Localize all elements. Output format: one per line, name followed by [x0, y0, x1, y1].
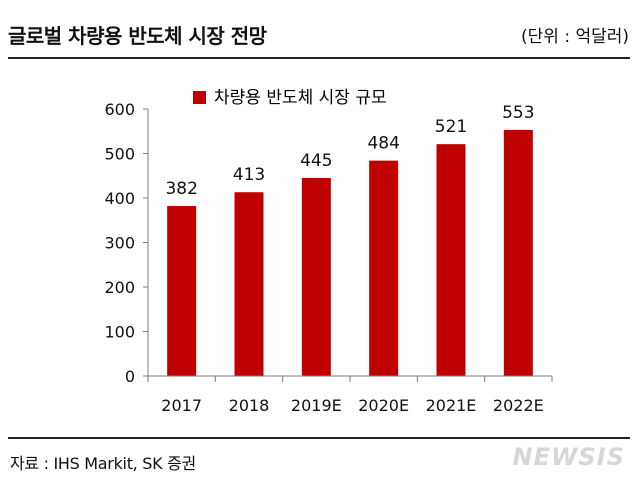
- bar: [234, 192, 264, 376]
- newsis-watermark: NEWSIS: [512, 443, 625, 471]
- y-tick-label: 500: [104, 145, 135, 164]
- top-divider: [8, 57, 630, 59]
- unit-label: (단위 : 억달러): [521, 27, 629, 47]
- bar: [503, 129, 533, 376]
- y-tick-label: 0: [125, 367, 135, 386]
- data-labels: 382 413 445 484 521 553: [165, 103, 534, 199]
- x-tick-label: 2020E: [358, 396, 409, 415]
- y-tick-label: 200: [104, 278, 135, 297]
- x-axis: 2017 2018 2019E 2020E 2021E 2022E: [147, 375, 553, 415]
- bars: [167, 129, 533, 376]
- x-tick-label: 2022E: [493, 396, 544, 415]
- bar-chart: 차량용 반도체 시장 규모 0 100 200 300 400 500 600 382 413…: [104, 88, 553, 415]
- data-label: 484: [367, 134, 399, 154]
- x-tick-label: 2017: [161, 396, 202, 415]
- bar: [301, 177, 331, 376]
- y-tick-label: 400: [104, 189, 135, 208]
- y-tick-label: 300: [104, 234, 135, 253]
- y-axis: 0 100 200 300 400 500 600: [104, 100, 149, 386]
- data-label: 445: [300, 151, 332, 171]
- legend-swatch: [193, 91, 206, 104]
- bar: [369, 160, 399, 376]
- data-label: 413: [233, 165, 265, 185]
- legend-label: 차량용 반도체 시장 규모: [214, 88, 387, 108]
- data-label: 382: [165, 179, 197, 199]
- bar: [436, 144, 466, 376]
- x-tick-label: 2019E: [291, 396, 342, 415]
- chart-header: 글로벌 차량용 반도체 시장 전망 (단위 : 억달러): [0, 0, 639, 56]
- data-label: 521: [435, 117, 467, 137]
- data-label: 553: [502, 103, 534, 123]
- bottom-divider: [8, 437, 630, 439]
- y-tick-label: 100: [104, 323, 135, 342]
- legend: 차량용 반도체 시장 규모: [193, 88, 387, 108]
- y-tick-label: 600: [104, 100, 135, 119]
- x-tick-label: 2021E: [426, 396, 477, 415]
- bar: [167, 206, 197, 376]
- source-note: 자료 : IHS Markit, SK 증권: [10, 454, 196, 473]
- chart-title: 글로벌 차량용 반도체 시장 전망: [8, 24, 267, 48]
- x-tick-label: 2018: [229, 396, 270, 415]
